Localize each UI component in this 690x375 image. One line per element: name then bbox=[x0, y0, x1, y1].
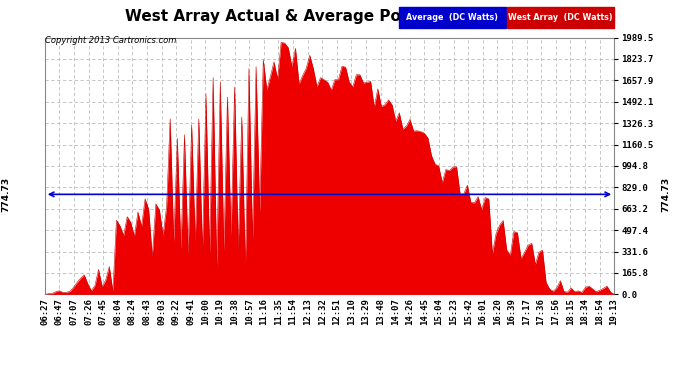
Text: 10:57: 10:57 bbox=[245, 298, 254, 325]
Text: 07:45: 07:45 bbox=[99, 298, 108, 325]
Text: 14:45: 14:45 bbox=[420, 298, 429, 325]
Text: West Array  (DC Watts): West Array (DC Watts) bbox=[509, 13, 613, 22]
Text: 10:19: 10:19 bbox=[215, 298, 224, 325]
Text: 09:22: 09:22 bbox=[172, 298, 181, 325]
Text: 16:39: 16:39 bbox=[507, 298, 516, 325]
Text: 06:27: 06:27 bbox=[40, 298, 50, 325]
Text: 11:16: 11:16 bbox=[259, 298, 268, 325]
Text: 18:15: 18:15 bbox=[566, 298, 575, 325]
Text: 15:04: 15:04 bbox=[435, 298, 444, 325]
Text: 13:29: 13:29 bbox=[362, 298, 371, 325]
Text: 10:00: 10:00 bbox=[201, 298, 210, 325]
Text: 08:04: 08:04 bbox=[113, 298, 122, 325]
Text: 07:07: 07:07 bbox=[70, 298, 79, 325]
Text: 08:24: 08:24 bbox=[128, 298, 137, 325]
Text: 19:13: 19:13 bbox=[609, 298, 619, 325]
Text: 12:32: 12:32 bbox=[317, 298, 326, 325]
Text: 13:10: 13:10 bbox=[347, 298, 356, 325]
Text: 17:56: 17:56 bbox=[551, 298, 560, 325]
Text: Copyright 2013 Cartronics.com: Copyright 2013 Cartronics.com bbox=[45, 36, 176, 45]
Text: West Array Actual & Average Power Fri Apr 5 19:15: West Array Actual & Average Power Fri Ap… bbox=[125, 9, 565, 24]
Text: 13:48: 13:48 bbox=[376, 298, 385, 325]
Text: 15:42: 15:42 bbox=[464, 298, 473, 325]
Text: 09:41: 09:41 bbox=[186, 298, 195, 325]
Text: 12:13: 12:13 bbox=[303, 298, 312, 325]
Text: 12:51: 12:51 bbox=[333, 298, 342, 325]
Text: 774.73: 774.73 bbox=[1, 177, 10, 212]
Text: 774.73: 774.73 bbox=[661, 177, 671, 212]
Text: 18:54: 18:54 bbox=[595, 298, 604, 325]
Text: 14:07: 14:07 bbox=[391, 298, 400, 325]
Text: Average  (DC Watts): Average (DC Watts) bbox=[406, 13, 498, 22]
Text: 09:03: 09:03 bbox=[157, 298, 166, 325]
Text: 17:36: 17:36 bbox=[537, 298, 546, 325]
Text: 07:26: 07:26 bbox=[84, 298, 93, 325]
Text: 16:20: 16:20 bbox=[493, 298, 502, 325]
Text: 17:17: 17:17 bbox=[522, 298, 531, 325]
Text: 15:23: 15:23 bbox=[449, 298, 458, 325]
Text: 14:26: 14:26 bbox=[405, 298, 414, 325]
Text: 18:34: 18:34 bbox=[580, 298, 589, 325]
Text: 10:38: 10:38 bbox=[230, 298, 239, 325]
Text: 16:01: 16:01 bbox=[478, 298, 487, 325]
Text: 11:35: 11:35 bbox=[274, 298, 283, 325]
Text: 11:54: 11:54 bbox=[288, 298, 297, 325]
Text: 08:43: 08:43 bbox=[143, 298, 152, 325]
Text: 06:47: 06:47 bbox=[55, 298, 64, 325]
